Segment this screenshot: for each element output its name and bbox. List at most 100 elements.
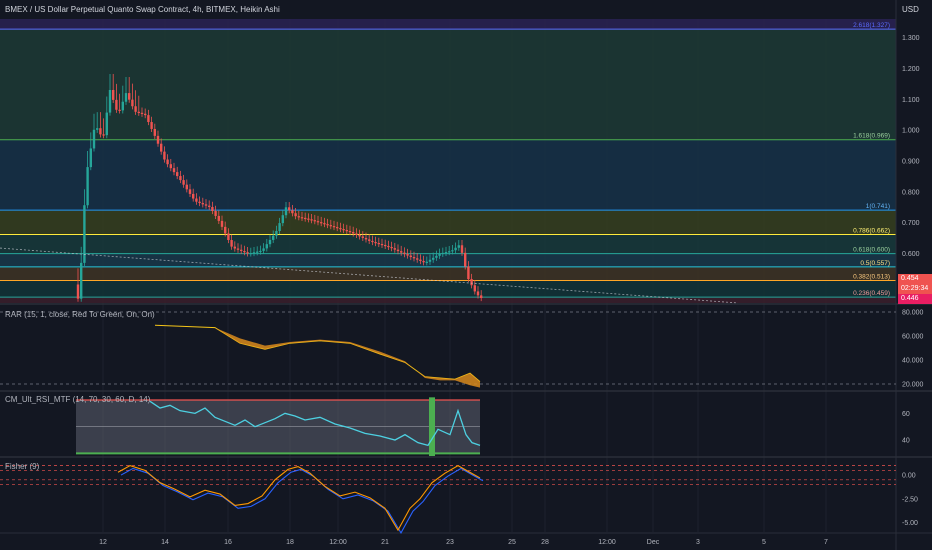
candle-body <box>416 258 419 260</box>
x-tick-label: 23 <box>446 539 454 546</box>
fib-level-label: 0.382(0.513) <box>853 273 890 280</box>
fib-zone <box>0 280 896 298</box>
candle-body <box>86 167 89 206</box>
candle-body <box>464 252 467 267</box>
candle-body <box>182 180 185 185</box>
fib-zone <box>0 210 896 235</box>
candle-body <box>473 285 476 292</box>
candle-body <box>118 109 121 111</box>
candle-body <box>243 250 246 253</box>
candle-body <box>137 111 140 113</box>
low-price-tag: 0.446 <box>898 294 932 304</box>
candle-body <box>99 128 102 135</box>
candle-body <box>227 233 230 241</box>
x-tick-label: 12:00 <box>598 539 616 546</box>
candle-body <box>364 237 368 240</box>
fib-level-label: 0.618(0.600) <box>853 247 890 254</box>
candle-body <box>451 250 454 252</box>
candle-body <box>339 228 342 230</box>
candle-body <box>259 250 262 253</box>
candle-body <box>208 205 211 207</box>
candle-body <box>83 205 86 263</box>
candle-body <box>92 129 96 149</box>
candle-body <box>144 113 147 116</box>
candle-body <box>115 99 118 110</box>
candle-body <box>390 246 393 249</box>
candle-body <box>371 240 374 243</box>
price-axis-tick: 1.300 <box>902 35 920 42</box>
rsi-axis-tick: 60 <box>902 411 910 418</box>
price-axis-tick: 0.700 <box>902 220 920 227</box>
candle-body <box>300 217 304 219</box>
candle-body <box>185 184 188 190</box>
fib-zone <box>0 253 896 267</box>
candle-body <box>131 99 134 107</box>
fib-zone <box>0 29 896 140</box>
candle-body <box>396 249 400 252</box>
rar-axis-tick: 80.000 <box>902 310 924 317</box>
x-tick-label: 21 <box>381 539 389 546</box>
candle-body <box>233 246 236 249</box>
candle-body <box>307 218 310 220</box>
candle-body <box>480 295 483 299</box>
candle-body <box>412 257 416 259</box>
candle-body <box>400 251 403 253</box>
price-axis-tick: 0.600 <box>902 251 920 258</box>
rsi-label: CM_Ult_RSI_MTF (14, 70, 30, 60, D, 14) <box>5 395 151 404</box>
rar-fill <box>215 327 480 388</box>
candle-body <box>249 252 252 255</box>
candle-body <box>252 252 256 254</box>
fisher-trigger-line <box>120 467 484 535</box>
x-tick-label: 3 <box>696 539 700 546</box>
candle-body <box>422 260 425 263</box>
candle-body <box>140 112 144 114</box>
candle-body <box>160 143 163 152</box>
candle-body <box>342 229 345 231</box>
candle-body <box>448 251 451 253</box>
candle-body <box>201 203 204 205</box>
currency-label: USD <box>902 5 919 14</box>
candle-body <box>409 255 412 258</box>
candle-body <box>348 231 352 233</box>
candle-body <box>156 135 160 144</box>
rsi-signal-bar <box>429 397 435 456</box>
candle-body <box>358 234 361 237</box>
candle-body <box>176 172 179 177</box>
candle-body <box>438 253 441 256</box>
candle-body <box>460 245 464 253</box>
rar-axis-tick: 20.000 <box>902 382 924 389</box>
fisher-axis-tick: -5.00 <box>902 520 918 527</box>
candle-body <box>256 251 259 253</box>
candle-body <box>124 93 128 102</box>
x-tick-label: 28 <box>541 539 549 546</box>
last-price-tag: 0.454 <box>898 274 932 284</box>
fib-level-label: 1.618(0.969) <box>853 133 890 140</box>
candle-body <box>134 106 137 112</box>
candle-body <box>217 215 220 221</box>
fisher-axis-tick: 0.00 <box>902 473 916 480</box>
candle-body <box>377 242 380 245</box>
x-tick-label: 18 <box>286 539 294 546</box>
candle-body <box>179 176 182 181</box>
rar-line <box>154 324 481 382</box>
candle-body <box>172 168 176 173</box>
candle-body <box>204 204 208 206</box>
candle-body <box>281 215 284 224</box>
candle-body <box>320 222 323 224</box>
fib-level-label: 0.5(0.557) <box>860 260 890 267</box>
candle-body <box>457 245 460 248</box>
rar-axis-tick: 60.000 <box>902 334 924 341</box>
candle-body <box>80 262 83 299</box>
fib-zone <box>0 234 896 254</box>
x-tick-label: Dec <box>647 539 660 546</box>
candle-body <box>428 259 432 262</box>
candle-body <box>297 216 300 218</box>
candle-body <box>230 240 233 247</box>
candle-body <box>76 284 80 299</box>
candle-body <box>467 266 470 280</box>
candle-body <box>361 236 364 238</box>
fib-level-label: 0.786(0.662) <box>853 227 890 234</box>
candle-body <box>352 232 355 234</box>
fib-level-label: 1(0.741) <box>866 203 890 210</box>
